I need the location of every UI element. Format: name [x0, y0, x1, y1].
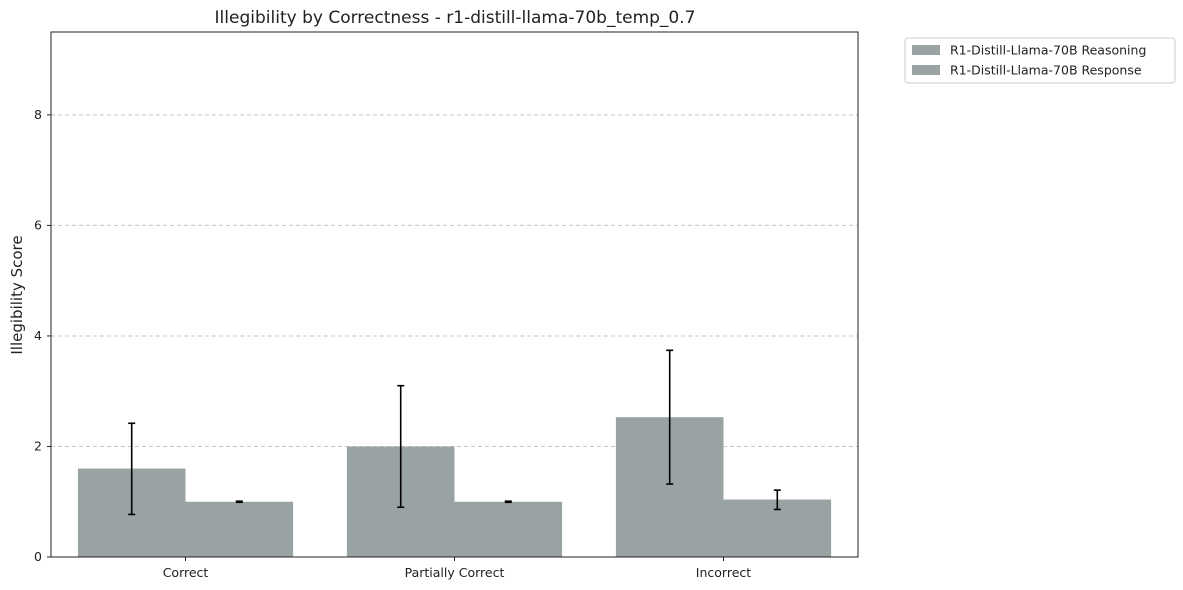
y-axis-label: Illegibility Score [8, 235, 26, 354]
x-tick-label: Incorrect [696, 565, 751, 580]
y-tick-label: 8 [34, 107, 42, 122]
x-tick-label: Partially Correct [405, 565, 505, 580]
bar [454, 501, 563, 557]
legend: R1-Distill-Llama-70B Reasoning R1-Distill… [904, 37, 1176, 84]
x-tick-label: Correct [163, 565, 209, 580]
legend-frame [904, 37, 1176, 84]
chart-title: Illegibility by Correctness - r1-distill… [215, 8, 696, 28]
grid-lines [51, 114, 858, 447]
y-tick-label: 6 [34, 217, 42, 232]
bars [77, 417, 832, 557]
y-tick-label: 2 [34, 438, 42, 453]
bar [185, 501, 294, 557]
legend-label: R1-Distill-Llama-70B Response [950, 63, 1142, 78]
y-axis-ticks: 0 2 4 6 8 [34, 107, 51, 564]
x-axis-ticks: Correct Partially Correct Incorrect [163, 557, 751, 580]
legend-swatch [912, 65, 940, 75]
y-tick-label: 4 [34, 328, 42, 343]
legend-swatch [912, 45, 940, 55]
y-tick-label: 0 [34, 549, 42, 564]
error-bars [128, 349, 781, 516]
legend-label: R1-Distill-Llama-70B Reasoning [950, 43, 1146, 58]
